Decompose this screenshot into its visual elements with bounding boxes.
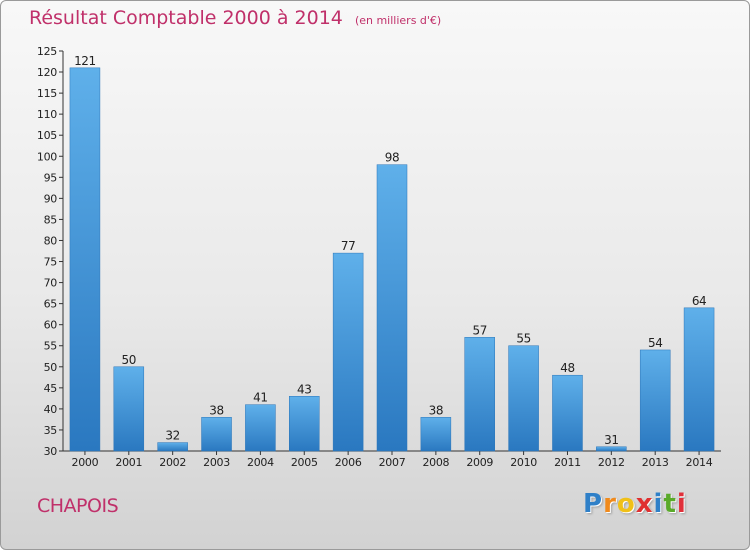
x-tick-label: 2014 — [686, 456, 713, 469]
bar-2005 — [289, 396, 320, 452]
bar-2004 — [245, 404, 276, 452]
commune-name: CHAPOIS — [37, 495, 119, 517]
y-tick-label: 100 — [37, 150, 57, 163]
bar-2011 — [552, 374, 583, 452]
y-tick-label: 80 — [44, 234, 58, 247]
x-tick-label: 2012 — [598, 456, 625, 469]
x-tick-label: 2006 — [335, 456, 362, 469]
x-tick-label: 2013 — [642, 456, 669, 469]
x-tick-label: 2007 — [379, 456, 406, 469]
y-tick-label: 110 — [37, 108, 57, 121]
y-tick-label: 115 — [37, 87, 57, 100]
y-tick-label: 45 — [44, 382, 58, 395]
logo-letter: o — [616, 489, 636, 519]
value-label-2004: 41 — [253, 391, 267, 405]
y-tick-label: 90 — [44, 192, 58, 205]
bar-2010 — [508, 345, 539, 452]
y-tick-label: 70 — [44, 277, 58, 290]
value-label-2000: 121 — [74, 54, 96, 68]
logo-letter: r — [603, 489, 617, 519]
bar-2000 — [69, 67, 101, 452]
x-tick-label: 2009 — [466, 456, 493, 469]
x-tick-label: 2011 — [554, 456, 581, 469]
value-label-2009: 57 — [472, 323, 486, 337]
logo-letter: P — [583, 489, 604, 519]
value-label-2005: 43 — [297, 382, 311, 396]
x-tick-label: 2008 — [422, 456, 449, 469]
x-tick-label: 2010 — [510, 456, 537, 469]
x-tick-label: 2000 — [72, 456, 99, 469]
value-label-2014: 64 — [692, 294, 706, 308]
value-label-2010: 55 — [516, 332, 530, 346]
x-tick-label: 2003 — [203, 456, 230, 469]
bar-2006 — [332, 252, 364, 452]
x-tick-label: 2005 — [291, 456, 318, 469]
y-tick-label: 125 — [37, 45, 57, 58]
y-tick-label: 95 — [44, 171, 58, 184]
y-tick-label: 30 — [44, 445, 58, 458]
y-tick-label: 50 — [44, 361, 58, 374]
y-tick-label: 40 — [44, 403, 58, 416]
value-label-2013: 54 — [648, 336, 662, 350]
logo-letter: i — [676, 489, 687, 519]
x-tick-label: 2001 — [115, 456, 142, 469]
bar-2012 — [596, 446, 627, 452]
logo-letter: i — [653, 489, 664, 519]
y-tick-label: 105 — [37, 129, 57, 142]
y-tick-label: 55 — [44, 340, 58, 353]
logo-letter: t — [663, 489, 677, 519]
x-tick-label: 2002 — [159, 456, 186, 469]
value-label-2001: 50 — [122, 353, 136, 367]
y-tick-label: 120 — [37, 66, 57, 79]
value-label-2012: 31 — [604, 433, 618, 447]
y-tick-label: 85 — [44, 213, 58, 226]
chart-subtitle: (en milliers d'€) — [354, 14, 442, 27]
bar-2013 — [639, 349, 671, 452]
chart-title-text: Résultat Comptable 2000 à 2014 — [29, 7, 343, 29]
value-label-2008: 38 — [429, 403, 443, 417]
bar-2009 — [464, 337, 495, 452]
value-label-2006: 77 — [341, 239, 355, 253]
y-tick-label: 35 — [44, 424, 58, 437]
bar-2001 — [113, 366, 145, 452]
chart-title: Résultat Comptable 2000 à 2014 (en milli… — [29, 7, 441, 29]
x-tick-label: 2004 — [247, 456, 274, 469]
bar-2003 — [201, 417, 232, 452]
bar-2007 — [376, 164, 408, 452]
value-label-2003: 38 — [209, 403, 223, 417]
bar-2014 — [683, 307, 715, 452]
y-tick-label: 75 — [44, 256, 58, 269]
proxiti-logo: Proxiti — [583, 489, 687, 519]
value-label-2002: 32 — [165, 429, 179, 443]
y-tick-label: 60 — [44, 319, 58, 332]
bar-2008 — [420, 417, 452, 452]
value-label-2011: 48 — [560, 361, 574, 375]
logo-letter: x — [635, 489, 654, 519]
value-label-2007: 98 — [385, 151, 399, 165]
y-tick-label: 65 — [44, 298, 58, 311]
bar-2002 — [157, 442, 188, 452]
